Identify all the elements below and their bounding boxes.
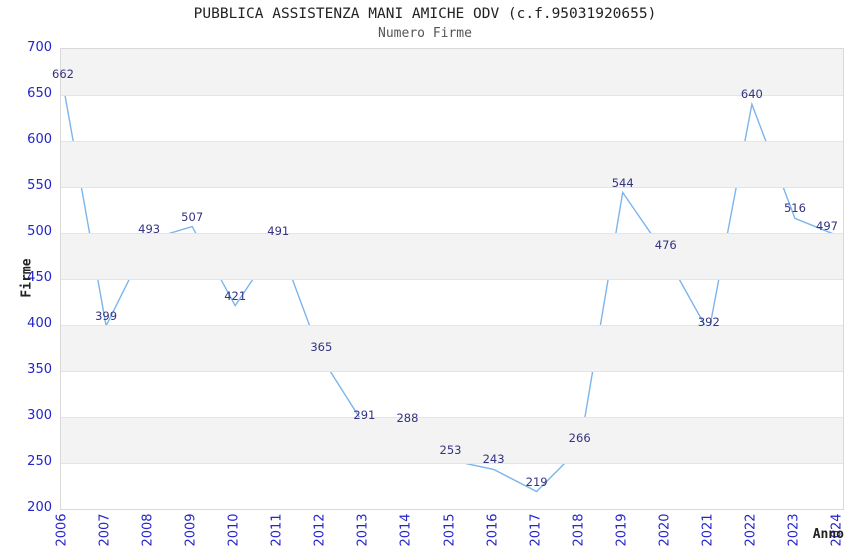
data-point-label: 421 — [224, 288, 247, 303]
gridline — [61, 417, 843, 418]
data-point-label: 253 — [439, 443, 462, 458]
data-point-label: 662 — [52, 66, 74, 81]
gridline — [61, 279, 843, 280]
gridline — [61, 233, 843, 234]
data-point-label: 491 — [267, 224, 290, 239]
plot-band — [61, 325, 843, 371]
gridline — [61, 463, 843, 464]
data-point-label: 476 — [654, 238, 677, 253]
x-axis-tick-label: 2010 — [226, 513, 242, 547]
y-axis-tick-label: 450 — [27, 270, 52, 285]
plot-band — [61, 49, 843, 95]
x-axis-tick-label: 2022 — [743, 513, 759, 547]
y-axis-tick-label: 350 — [27, 362, 52, 377]
y-axis-tick-label: 550 — [27, 178, 52, 193]
plot-band — [61, 233, 843, 279]
y-axis-tick-label: 650 — [27, 86, 52, 101]
x-axis-tick-label: 2021 — [700, 513, 716, 547]
x-axis-tick-label: 2023 — [786, 513, 802, 547]
gridline — [61, 325, 843, 326]
y-axis-tick-label: 200 — [27, 500, 52, 515]
plot-band — [61, 417, 843, 463]
y-axis-tick-label: 500 — [27, 224, 52, 239]
data-point-label: 399 — [95, 308, 118, 323]
data-point-label: 291 — [353, 408, 376, 423]
y-axis-tick-label: 400 — [27, 316, 52, 331]
data-point-label: 219 — [525, 474, 548, 489]
x-axis-tick-label: 2011 — [269, 513, 285, 547]
x-axis-tick-label: 2013 — [355, 513, 371, 547]
data-point-label: 243 — [482, 452, 505, 467]
x-axis-tick-label: 2007 — [97, 513, 113, 547]
gridline — [61, 95, 843, 96]
chart-subtitle: Numero Firme — [378, 26, 472, 41]
plot-area: 662 399 493 507 421 491 365 291 288 253 243 219 266 5… — [52, 48, 844, 510]
data-point-label: 266 — [568, 431, 591, 446]
x-axis-tick-label: 2006 — [54, 513, 70, 547]
x-axis-tick-label: 2012 — [312, 513, 328, 547]
x-axis-tick-label: 2019 — [614, 513, 630, 547]
x-axis-tick-label: 2009 — [183, 513, 199, 547]
data-point-label: 493 — [138, 222, 161, 237]
data-point-label: 392 — [697, 315, 720, 330]
data-point-label: 497 — [816, 218, 838, 233]
y-axis-tick-label: 250 — [27, 454, 52, 469]
x-axis-tick-label: 2017 — [528, 513, 544, 547]
y-axis-title: Firme — [19, 258, 35, 298]
data-point-label: 365 — [310, 340, 333, 355]
y-axis-tick-label: 300 — [27, 408, 52, 423]
x-axis-tick-label: 2008 — [140, 513, 156, 547]
x-axis-tick-label: 2018 — [571, 513, 587, 547]
data-point-label: 640 — [740, 87, 763, 102]
x-axis-title: Anno — [812, 527, 844, 542]
gridline — [61, 187, 843, 188]
y-axis-tick-label: 600 — [27, 132, 52, 147]
chart-title: PUBBLICA ASSISTENZA MANI AMICHE ODV (c.f… — [193, 6, 657, 22]
x-axis-tick-label: 2020 — [657, 513, 673, 547]
data-point-label: 516 — [783, 201, 806, 216]
x-axis-tick-label: 2016 — [485, 513, 501, 547]
gridline — [61, 141, 843, 142]
data-point-label: 288 — [396, 411, 419, 426]
gridline — [61, 371, 843, 372]
plot-band — [61, 141, 843, 187]
x-axis-tick-label: 2015 — [442, 513, 457, 547]
data-point-label: 507 — [181, 209, 204, 224]
data-point-label: 544 — [611, 175, 634, 190]
x-axis-tick-label: 2014 — [398, 513, 414, 547]
y-axis-tick-label: 700 — [27, 40, 52, 55]
